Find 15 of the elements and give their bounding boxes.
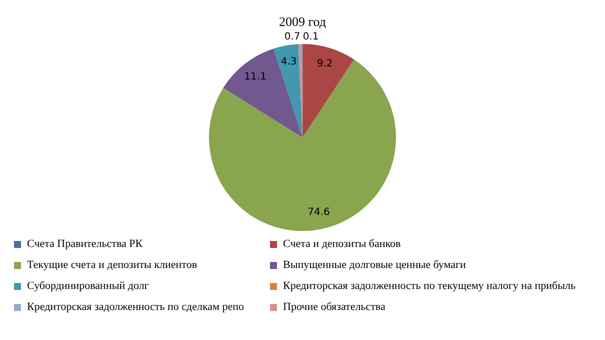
chart-title: 2009 год — [278, 14, 327, 30]
legend-label: Текущие счета и депозиты клиентов — [27, 259, 198, 271]
data-label: 0.7 — [284, 32, 300, 43]
legend-label: Счета и депозиты банков — [283, 238, 401, 250]
legend-label: Счета Правительства РК — [27, 238, 143, 250]
legend-label: Кредиторская задолженность по сделкам репо — [27, 301, 244, 313]
legend-label: Кредиторская задолженность по текущему налогу на прибыль — [283, 280, 576, 292]
legend-label: Выпущенные долговые ценные бумаги — [283, 259, 466, 271]
data-label: 4.3 — [280, 56, 297, 68]
legend-label: Субординированный долг — [27, 280, 149, 292]
data-label: 0.1 — [302, 32, 319, 43]
data-label: 74.6 — [308, 207, 330, 218]
legend-label: Прочие обязательства — [283, 301, 386, 313]
data-label: 11.1 — [244, 72, 266, 83]
data-label: 9.2 — [316, 58, 333, 70]
